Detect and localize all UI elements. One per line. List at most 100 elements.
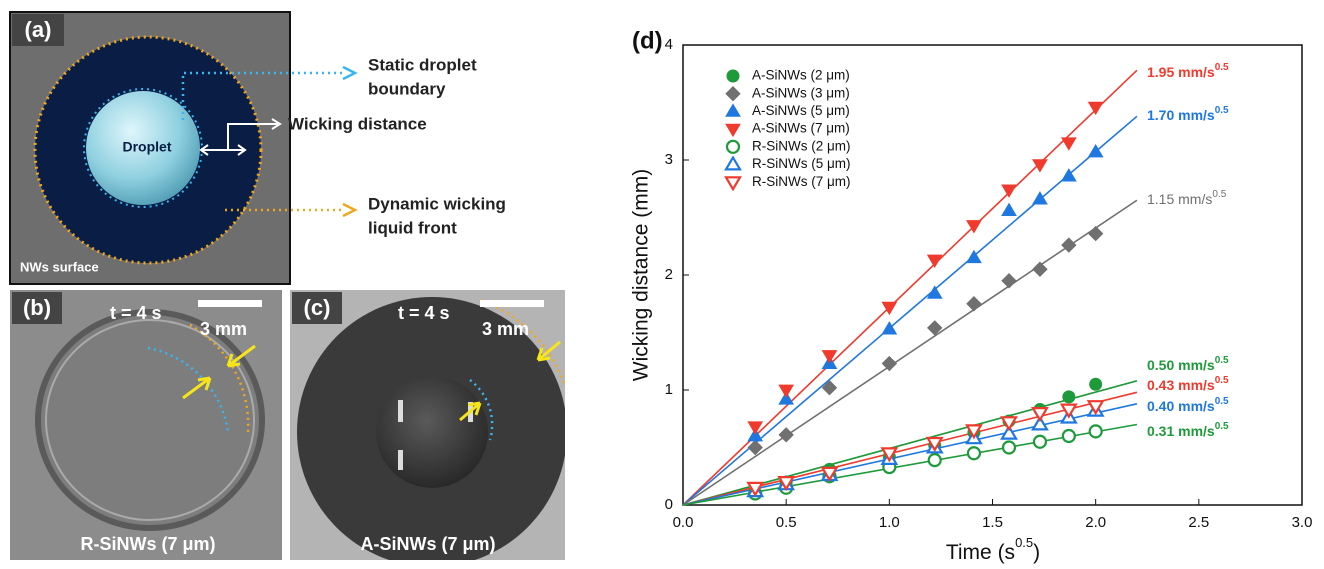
fit-label-sup: 0.5 [1215, 355, 1229, 366]
marker [1060, 137, 1077, 151]
static-label: boundary [368, 79, 446, 98]
fit-label: 1.95 mm/s0.5 [1147, 62, 1229, 80]
x-tick-label: 1.0 [879, 514, 900, 531]
x-tick-label: 0.5 [776, 514, 797, 531]
legend-label: A-SiNWs (2 μm) [752, 68, 850, 83]
y-tick-label: 2 [665, 266, 673, 283]
marker [1001, 202, 1017, 216]
fit-label-sup: 0.5 [1215, 396, 1229, 407]
legend-label: R-SiNWs (7 μm) [752, 174, 851, 189]
panel-a: (a) Droplet NWs surface Static droplet b… [9, 11, 506, 285]
marker [1089, 377, 1103, 391]
wicking-label: Wicking distance [288, 114, 427, 133]
panel-c: (c) t = 4 s 3 mm A-SiNWs (7 μm) [290, 290, 565, 560]
marker [966, 296, 982, 312]
legend-marker [725, 139, 741, 154]
marker [1062, 390, 1076, 404]
fit-label-text: 0.50 mm/s [1147, 357, 1215, 373]
y-tick-label: 3 [665, 151, 673, 168]
time-label: t = 4 s [398, 303, 450, 323]
marker [747, 439, 763, 456]
marker [1088, 424, 1103, 439]
marker [881, 301, 898, 316]
fit-label-sup: 0.5 [1215, 62, 1229, 73]
marker [925, 436, 944, 453]
marker [1031, 407, 1049, 423]
marker [820, 466, 839, 482]
marker [1059, 403, 1078, 419]
x-tick-label: 3.0 [1292, 514, 1313, 531]
x-tick-label: 2.5 [1188, 514, 1209, 531]
marker [927, 453, 942, 468]
marker [1087, 101, 1104, 116]
marker [747, 421, 764, 435]
marker [1060, 168, 1077, 182]
marker [1061, 428, 1076, 444]
fit-line [682, 69, 1138, 506]
marker [966, 446, 982, 461]
legend-marker [724, 155, 742, 171]
marker [881, 321, 898, 335]
y-axis-label: Wicking distance (mm) [630, 169, 653, 381]
panel-label: (c) [304, 295, 331, 320]
marker [777, 476, 796, 492]
chart-title: (d) [632, 27, 663, 54]
fit-label-sup: 0.5 [1215, 375, 1229, 386]
dynamic-label: Dynamic wicking [368, 194, 506, 213]
legend-label: R-SiNWs (5 μm) [752, 156, 851, 171]
fit-label: 1.15 mm/s0.5 [1147, 189, 1227, 207]
marker [1032, 434, 1048, 449]
marker [881, 355, 898, 372]
x-axis-label-part: ) [1033, 541, 1040, 564]
x-tick-label: 1.5 [982, 514, 1003, 531]
marker [1086, 400, 1105, 416]
fit-label: 0.40 mm/s0.5 [1147, 396, 1229, 414]
marker [1001, 440, 1017, 455]
marker [1087, 143, 1104, 158]
panel-label: (b) [23, 295, 51, 320]
x-axis-label: Time (s0.5) [946, 535, 1040, 563]
y-tick-label: 0 [665, 496, 673, 513]
time-label: t = 4 s [110, 303, 162, 323]
marker [821, 379, 838, 396]
marker [747, 428, 764, 442]
x-axis-label-sup: 0.5 [1015, 535, 1033, 550]
chart: (d) Wicking distance (mm) 0.0 0.5 1.0 1.5 2.… [630, 27, 1313, 563]
marker [927, 320, 943, 336]
legend-marker [725, 103, 741, 117]
marker [965, 424, 983, 440]
marker [966, 249, 982, 264]
fit-label: 0.50 mm/s0.5 [1147, 355, 1229, 373]
panel-label: (a) [25, 17, 52, 42]
marker [746, 481, 765, 497]
marker [1061, 237, 1077, 253]
fit-label-text: 1.15 mm/s [1147, 191, 1212, 207]
marker [1032, 159, 1048, 173]
marker [1032, 191, 1048, 205]
legend-marker [724, 176, 742, 192]
scale-label: 3 mm [200, 319, 247, 339]
legend-marker [726, 69, 740, 83]
static-label: Static droplet [368, 55, 477, 74]
dynamic-label: liquid front [368, 218, 457, 237]
marker [1032, 261, 1048, 277]
fit-label: 0.43 mm/s0.5 [1147, 375, 1229, 393]
marker [926, 254, 943, 269]
fit-label-text: 0.31 mm/s [1147, 423, 1215, 439]
marker [1087, 225, 1104, 242]
fit-label-text: 0.43 mm/s [1147, 377, 1215, 393]
marker [778, 391, 795, 405]
marker [1000, 416, 1018, 432]
droplet-label: Droplet [123, 139, 172, 155]
scale-label: 3 mm [482, 319, 529, 339]
fit-label: 0.31 mm/s0.5 [1147, 421, 1229, 439]
fit-label-text: 1.95 mm/s [1147, 64, 1215, 80]
surface-label: NWs surface [20, 259, 99, 274]
caption: A-SiNWs (7 μm) [360, 534, 495, 554]
fit-label-sup: 0.5 [1215, 105, 1229, 116]
marker [1000, 424, 1018, 440]
fit-label-text: 0.40 mm/s [1147, 398, 1215, 414]
fit-label: 1.70 mm/s0.5 [1147, 105, 1229, 123]
y-tick-label: 4 [665, 36, 673, 53]
